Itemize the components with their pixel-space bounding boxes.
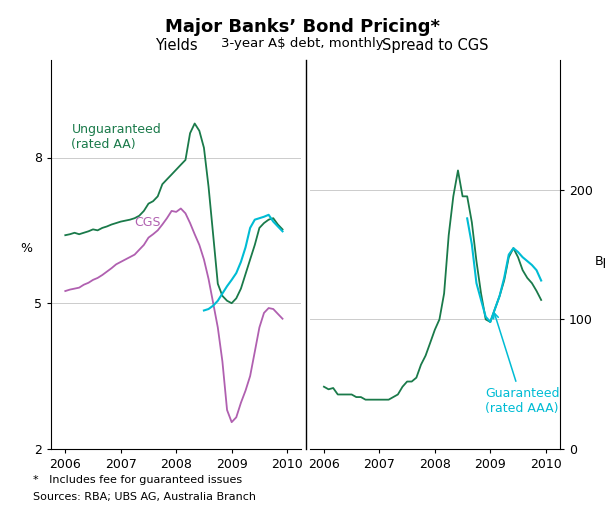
- Y-axis label: %: %: [20, 242, 32, 255]
- Y-axis label: Bps: Bps: [595, 255, 605, 268]
- Text: CGS: CGS: [134, 216, 160, 229]
- Text: Guaranteed
(rated AAA): Guaranteed (rated AAA): [485, 313, 559, 415]
- Text: Major Banks’ Bond Pricing*: Major Banks’ Bond Pricing*: [165, 18, 440, 36]
- Text: Sources: RBA; UBS AG, Australia Branch: Sources: RBA; UBS AG, Australia Branch: [33, 492, 257, 502]
- Text: Spread to CGS: Spread to CGS: [382, 38, 488, 52]
- Text: 3-year A$ debt, monthly: 3-year A$ debt, monthly: [221, 37, 384, 50]
- Text: Yields: Yields: [155, 38, 197, 52]
- Text: *   Includes fee for guaranteed issues: * Includes fee for guaranteed issues: [33, 475, 243, 485]
- Text: Unguaranteed
(rated AA): Unguaranteed (rated AA): [71, 122, 161, 151]
